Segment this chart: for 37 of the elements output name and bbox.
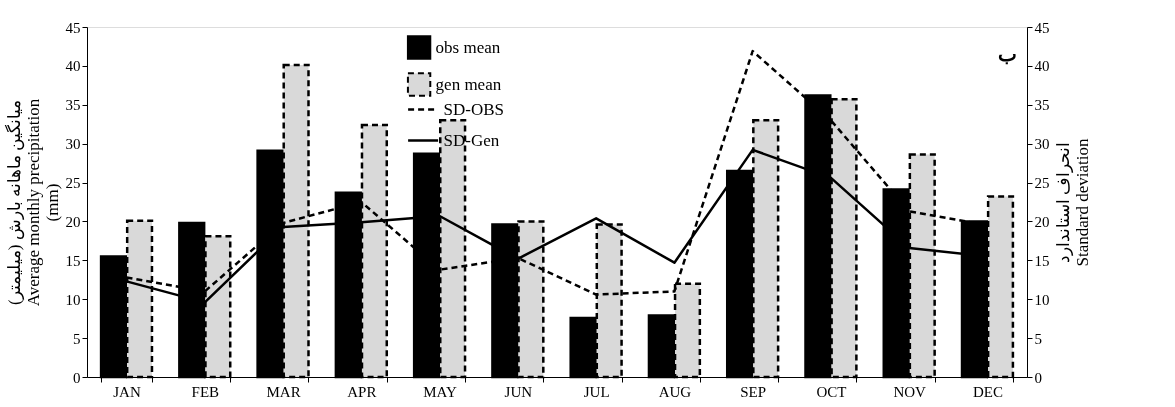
x-tick-label: AUG [658,383,692,400]
y2-tick-label: 10 [1034,291,1050,308]
y2-tick-label: 5 [1034,330,1042,347]
y-tick-label: 20 [65,213,81,230]
legend-label: SD-Gen [443,130,500,150]
y-tick-label: 10 [65,291,81,308]
x-tick-label: APR [347,383,377,400]
legend-label: gen mean [435,74,502,94]
y-tick-label: 45 [65,19,81,36]
x-tick-label: JUN [504,383,533,400]
y-tick-label: 35 [65,97,81,114]
y-tick-label: 40 [65,58,81,75]
x-tick-label: NOV [893,383,927,400]
legend-label: SD-OBS [443,99,505,119]
x-tick-label: SEP [740,383,767,400]
y-tick-label: 5 [73,330,81,347]
y2-tick-label: 0 [1034,369,1042,386]
y-tick-label: 0 [73,369,81,386]
x-tick-label: MAY [423,383,458,400]
x-tick-label: MAR [266,383,301,400]
y-tick-label: 25 [65,175,81,192]
y2-tick-label: 20 [1034,213,1050,230]
annotation: ب [997,43,1017,65]
x-tick-label: FEB [191,383,220,400]
y2-tick-label: 30 [1034,136,1050,153]
y-tick-label: 15 [65,252,81,269]
x-tick-label: JUL [583,383,610,400]
y2-tick-label: 40 [1034,58,1050,75]
y2-tick-label: 15 [1034,252,1050,269]
x-tick-label: DEC [972,383,1003,400]
y-tick-label: 30 [65,136,81,153]
x-tick-label: JAN [113,383,141,400]
y2-tick-label: 45 [1034,19,1050,36]
legend-label: obs mean [435,37,501,57]
x-tick-label: OCT [816,383,847,400]
y2-tick-label: 25 [1034,175,1050,192]
y2-tick-label: 35 [1034,97,1050,114]
